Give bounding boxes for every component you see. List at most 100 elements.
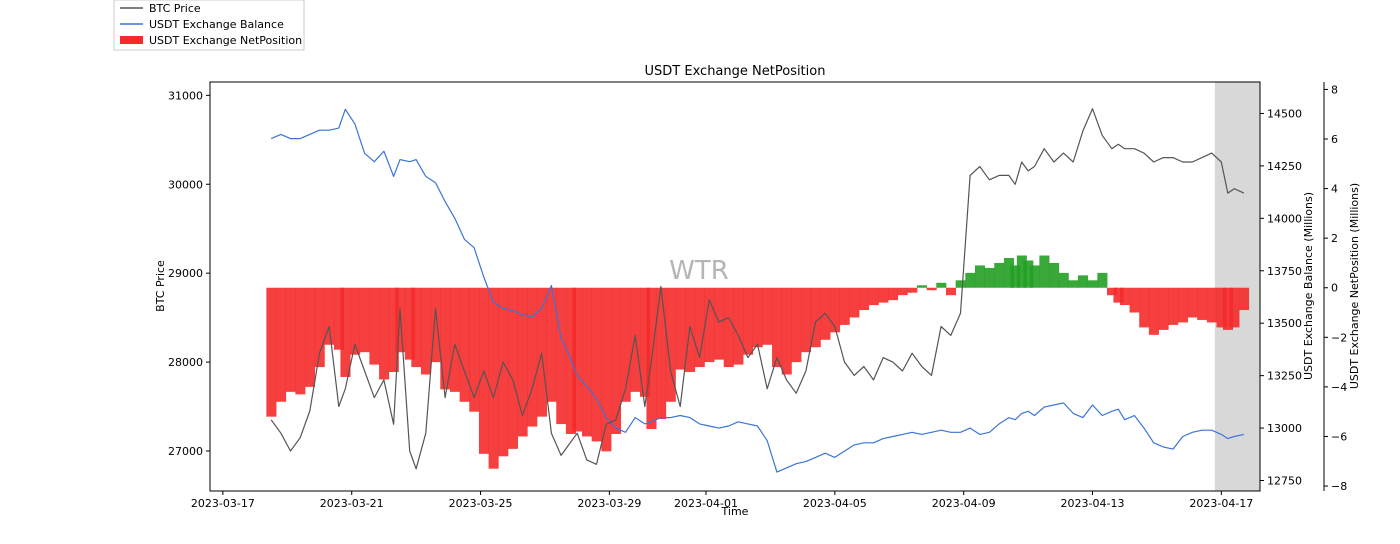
netposition-bar	[411, 287, 422, 368]
chart-title: USDT Exchange NetPosition	[645, 64, 826, 79]
netposition-bar	[1087, 280, 1098, 288]
netposition-bar	[714, 287, 725, 360]
netposition-bar	[1222, 287, 1234, 330]
netposition-bar	[314, 287, 325, 368]
netposition-bar	[656, 287, 667, 420]
netposition-bar	[1058, 272, 1069, 288]
netposition-bar	[379, 287, 390, 380]
highlight-band	[1214, 82, 1260, 491]
netposition-bar	[762, 287, 773, 345]
x-tick-label: 2023-03-17	[191, 497, 255, 510]
netposition-bar	[582, 287, 593, 437]
netposition-bar	[1216, 287, 1227, 328]
netposition-bar	[704, 287, 715, 363]
netpos-tick-label: −8	[1331, 480, 1347, 493]
balance-tick-label: 13250	[1267, 370, 1302, 383]
netposition-bar	[266, 287, 277, 417]
netposition-bar	[839, 287, 850, 325]
netposition-bar	[1148, 287, 1159, 335]
netposition-bar	[572, 287, 583, 432]
netposition-bar	[1113, 287, 1124, 303]
x-tick-label: 2023-04-01	[674, 497, 738, 510]
balance-tick-label: 13500	[1267, 317, 1302, 330]
netposition-bar	[810, 287, 821, 348]
netposition-bar	[536, 287, 547, 417]
netposition-bar	[1016, 255, 1027, 288]
netposition-bar	[1029, 265, 1040, 288]
price-tick-label: 29000	[168, 267, 203, 280]
legend-price-label: BTC Price	[149, 2, 201, 15]
netposition-bar	[936, 282, 947, 288]
x-tick-label: 2023-04-05	[803, 497, 867, 510]
balance-tick-label: 14000	[1267, 212, 1302, 225]
netposition-bar	[945, 287, 957, 296]
netposition-bar	[1168, 287, 1179, 325]
netposition-bar	[1177, 287, 1188, 323]
balance-line	[270, 108, 1245, 473]
netposition-bar	[887, 287, 899, 301]
netposition-bar	[1068, 280, 1079, 288]
netposition-bars	[266, 255, 1250, 469]
netposition-bar	[830, 287, 841, 333]
price-tick-label: 31000	[168, 89, 203, 102]
netposition-bar	[527, 287, 538, 427]
netposition-bar	[772, 287, 783, 368]
netposition-bar	[610, 287, 622, 434]
price-tick-label: 30000	[168, 178, 203, 191]
netposition-bar	[1158, 287, 1169, 330]
legend-netpos-label: USDT Exchange NetPosition	[149, 34, 302, 47]
netpos-axis: −8 −6 −4 −2 0 2 4 6 8	[1324, 83, 1347, 493]
netposition-bar	[305, 287, 316, 387]
netposition-bar	[878, 287, 889, 303]
x-tick-label: 2023-03-21	[320, 497, 384, 510]
netposition-bar	[276, 287, 287, 402]
netposition-bar	[1139, 287, 1150, 328]
netposition-bar	[781, 287, 792, 375]
price-axis: 27000 28000 29000 30000 31000	[168, 89, 210, 458]
legend: BTC Price USDT Exchange Balance USDT Exc…	[113, 0, 305, 51]
netpos-tick-label: −2	[1331, 331, 1347, 344]
netposition-bar	[498, 287, 509, 457]
balance-tick-label: 12750	[1267, 475, 1302, 488]
netposition-bar	[507, 287, 518, 449]
netposition-bar	[1129, 287, 1140, 313]
netposition-bar	[639, 287, 651, 397]
netposition-bar	[743, 287, 754, 355]
price-line	[270, 108, 1245, 470]
netposition-bar	[849, 287, 860, 318]
netposition-bar	[965, 272, 976, 288]
netposition-bar	[1107, 287, 1118, 296]
price-tick-label: 28000	[168, 356, 203, 369]
netposition-bar	[369, 287, 380, 365]
plot-frame	[209, 81, 1261, 492]
netposition-bar	[1049, 262, 1060, 288]
netposition-bar	[449, 287, 461, 392]
netposition-bar	[404, 287, 415, 360]
netpos-tick-label: 8	[1331, 83, 1338, 96]
series-lines	[270, 108, 1245, 473]
x-axis: 2023-03-17 2023-03-21 2023-03-25 2023-03-29…	[191, 491, 1253, 510]
balance-tick-label: 13750	[1267, 265, 1302, 278]
netposition-bar	[488, 287, 499, 469]
netpos-tick-label: −4	[1331, 381, 1347, 394]
netposition-bar	[974, 265, 986, 288]
x-axis-label: Time	[721, 505, 749, 518]
netposition-bar	[285, 287, 296, 392]
netposition-bar	[916, 285, 928, 288]
netposition-bar	[907, 287, 918, 293]
legend-netpos-swatch	[120, 36, 143, 44]
netposition-bar	[801, 287, 812, 353]
netposition-bar	[1239, 287, 1250, 311]
netpos-tick-label: 0	[1331, 282, 1338, 295]
price-tick-label: 27000	[168, 445, 203, 458]
highlight-region	[1214, 82, 1260, 491]
netposition-bar	[388, 287, 399, 373]
netposition-bar	[1078, 275, 1089, 288]
netposition-bar	[1229, 287, 1240, 328]
netposition-bar	[1039, 255, 1050, 288]
netposition-bar	[334, 287, 345, 350]
netposition-bar	[420, 287, 432, 375]
netposition-bar	[685, 287, 696, 373]
netposition-bar	[955, 280, 966, 288]
x-tick-label: 2023-04-13	[1061, 497, 1125, 510]
